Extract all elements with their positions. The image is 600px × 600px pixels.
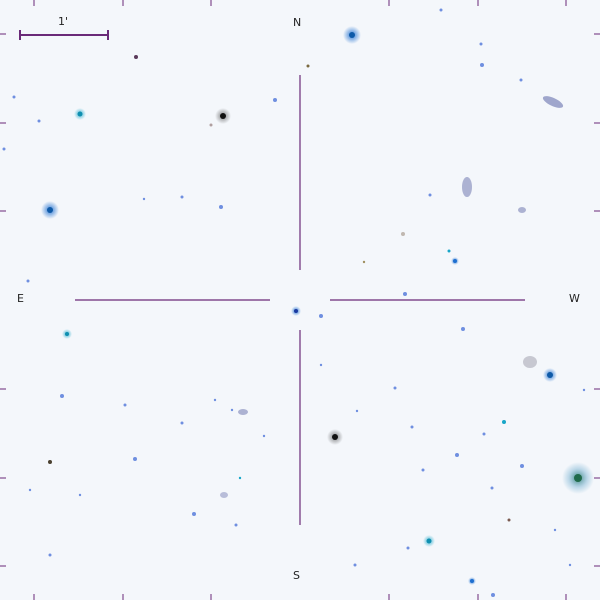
compass-north-label: N: [293, 16, 302, 29]
scale-bar: [19, 30, 109, 40]
galaxies: [220, 96, 564, 498]
faint-stars: [2, 8, 586, 597]
crosshair: [75, 75, 525, 525]
compass-west-label: W: [569, 292, 580, 305]
compass-south-label: S: [293, 569, 300, 582]
bright-stars: [41, 26, 594, 585]
compass-east-label: E: [17, 292, 24, 305]
scale-bar-label: 1': [58, 15, 69, 28]
